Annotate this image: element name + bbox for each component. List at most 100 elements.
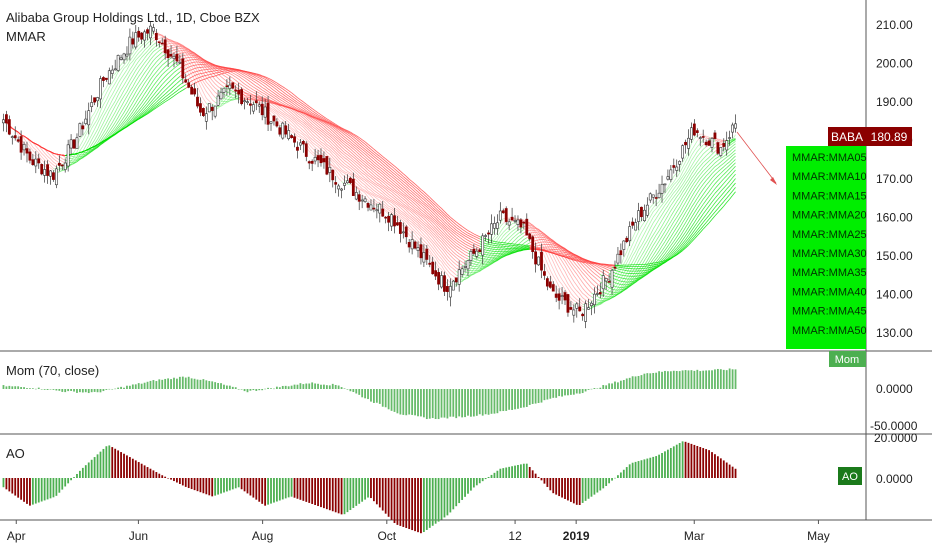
ribbon-segment (655, 224, 660, 231)
ribbon-segment (297, 132, 301, 136)
ribbon-segment (158, 64, 163, 69)
ribbon-segment (329, 148, 334, 153)
ribbon-segment (353, 167, 357, 171)
ribbon-segment (658, 225, 663, 232)
ribbon-segment (47, 152, 51, 157)
ribbon-segment (723, 150, 727, 154)
ribbon-segment (326, 131, 331, 134)
ribbon-segment (388, 191, 392, 195)
ribbon-segment (470, 268, 475, 274)
ribbon-segment (670, 253, 675, 257)
ribbon-segment (156, 72, 160, 77)
ribbon-segment (223, 93, 228, 99)
ribbon-segment (670, 226, 675, 233)
ribbon-segment (376, 186, 381, 190)
ribbon-segment (414, 208, 419, 212)
ribbon-segment (661, 214, 666, 221)
ribbon-segment (173, 44, 178, 49)
ribbon-segment (717, 165, 722, 169)
ribbon-segment (173, 48, 178, 51)
ribbon-segment (423, 236, 428, 241)
ribbon-segment (94, 139, 98, 145)
ribbon-segment (367, 167, 372, 170)
ribbon-segment (405, 188, 410, 193)
ribbon-segment (129, 114, 134, 119)
ribbon-segment (76, 159, 81, 163)
ribbon-segment (429, 231, 434, 236)
ribbon-segment (397, 215, 401, 220)
ribbon-segment (644, 216, 648, 223)
ribbon-segment (291, 108, 295, 111)
ribbon-segment (403, 198, 407, 202)
ribbon-segment (435, 232, 439, 237)
ribbon-segment (461, 236, 466, 239)
ribbon-segment (647, 270, 651, 273)
ribbon-segment (420, 209, 425, 213)
ribbon-segment (185, 48, 189, 51)
ribbon-segment (423, 230, 428, 235)
ribbon-segment (191, 62, 195, 67)
ribbon-segment (432, 229, 436, 234)
ribbon-segment (573, 300, 577, 303)
ribbon-segment (417, 201, 422, 205)
ribbon-segment (497, 255, 501, 258)
ribbon-segment (582, 272, 586, 277)
ribbon-segment (558, 256, 563, 262)
ribbon-segment (579, 268, 583, 274)
ribbon-segment (217, 105, 222, 109)
ribbon-segment (129, 86, 134, 92)
ribbon-segment (379, 179, 383, 183)
ribbon-segment (461, 278, 466, 282)
ribbon-segment (591, 278, 595, 282)
ribbon-segment (673, 217, 678, 223)
ribbon-segment (711, 188, 716, 193)
ribbon-segment (253, 74, 257, 77)
ribbon-segment (441, 254, 445, 260)
ribbon-segment (655, 258, 660, 263)
ribbon-segment (497, 257, 501, 260)
ribbon-segment (697, 147, 701, 152)
ribbon-segment (403, 186, 407, 190)
ribbon-segment (705, 152, 710, 157)
ribbon-segment (576, 301, 580, 305)
ribbon-segment (341, 136, 345, 140)
ribbon-segment (685, 231, 689, 237)
ribbon-segment (332, 135, 336, 140)
ribbon-segment (688, 160, 692, 167)
ribbon-segment (608, 297, 613, 300)
ribbon-segment (626, 283, 630, 286)
ribbon-segment (691, 150, 695, 156)
ribbon-segment (694, 151, 698, 157)
ribbon-segment (408, 212, 413, 217)
ribbon-segment (367, 156, 372, 160)
ribbon-segment (241, 87, 245, 91)
ribbon-segment (435, 222, 439, 226)
ribbon-segment (423, 225, 428, 230)
ribbon-segment (164, 59, 169, 63)
ribbon-segment (405, 205, 410, 209)
ribbon-segment (361, 151, 366, 155)
ribbon-segment (676, 197, 680, 202)
ribbon-segment (397, 193, 401, 197)
ribbon-segment (347, 165, 351, 169)
ribbon-segment (344, 139, 348, 143)
ribbon-segment (576, 295, 581, 299)
ribbon-segment (570, 303, 575, 306)
ribbon-segment (691, 222, 695, 228)
ribbon-segment (285, 100, 289, 104)
ribbon-segment (632, 280, 636, 282)
ribbon-segment (629, 244, 633, 252)
ribbon-segment (153, 95, 157, 100)
ribbon-segment (623, 281, 627, 283)
ribbon-segment (464, 257, 469, 260)
ribbon-segment (576, 256, 580, 258)
ribbon-segment (94, 147, 98, 150)
ribbon-segment (699, 166, 704, 171)
ribbon-segment (358, 175, 363, 179)
ribbon-segment (353, 148, 357, 152)
ribbon-segment (514, 226, 519, 230)
ribbon-segment (602, 286, 607, 293)
ribbon-segment (111, 117, 116, 123)
ribbon-segment (550, 242, 554, 244)
ribbon-segment (361, 148, 366, 152)
